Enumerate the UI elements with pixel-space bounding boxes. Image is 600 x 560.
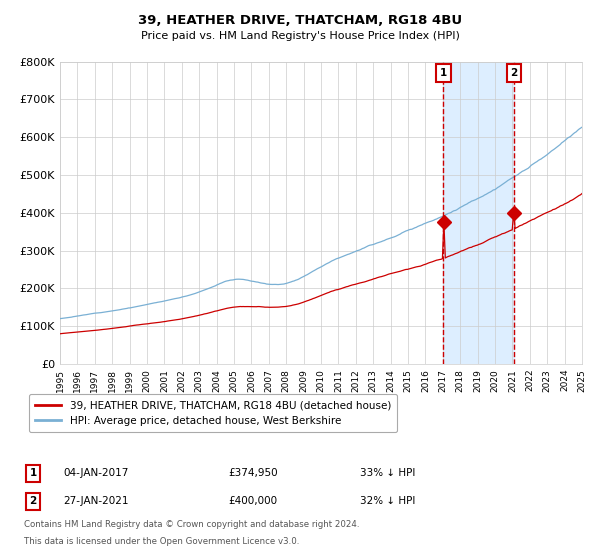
Text: 27-JAN-2021: 27-JAN-2021 <box>63 496 128 506</box>
Text: Contains HM Land Registry data © Crown copyright and database right 2024.: Contains HM Land Registry data © Crown c… <box>24 520 359 529</box>
Text: 2: 2 <box>510 68 517 78</box>
Legend: 39, HEATHER DRIVE, THATCHAM, RG18 4BU (detached house), HPI: Average price, deta: 39, HEATHER DRIVE, THATCHAM, RG18 4BU (d… <box>29 394 397 432</box>
Text: 1: 1 <box>29 468 37 478</box>
Text: Price paid vs. HM Land Registry's House Price Index (HPI): Price paid vs. HM Land Registry's House … <box>140 31 460 41</box>
Text: 04-JAN-2017: 04-JAN-2017 <box>63 468 128 478</box>
Text: £374,950: £374,950 <box>228 468 278 478</box>
Text: 33% ↓ HPI: 33% ↓ HPI <box>360 468 415 478</box>
Text: 2: 2 <box>29 496 37 506</box>
Text: 1: 1 <box>440 68 447 78</box>
Bar <box>443 62 514 364</box>
Text: 39, HEATHER DRIVE, THATCHAM, RG18 4BU: 39, HEATHER DRIVE, THATCHAM, RG18 4BU <box>138 14 462 27</box>
Text: This data is licensed under the Open Government Licence v3.0.: This data is licensed under the Open Gov… <box>24 537 299 546</box>
Text: 32% ↓ HPI: 32% ↓ HPI <box>360 496 415 506</box>
Text: £400,000: £400,000 <box>228 496 277 506</box>
